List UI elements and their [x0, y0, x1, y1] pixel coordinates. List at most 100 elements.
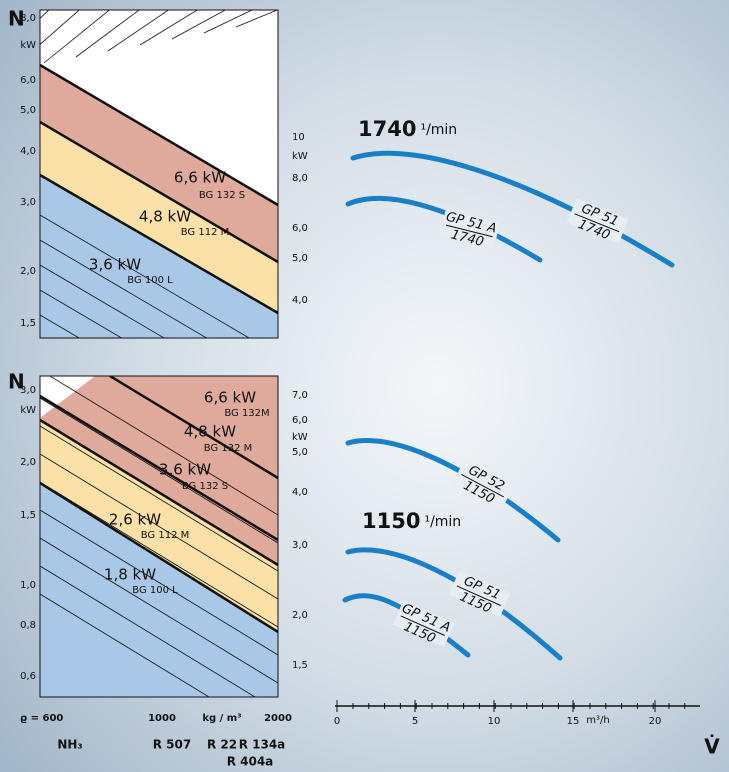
refrigerant: R 134a	[239, 738, 286, 752]
y2-tick-label: 4,0	[292, 295, 308, 306]
x-tick-label: 5	[412, 716, 418, 727]
y-tick-label: 8,0	[20, 13, 36, 24]
x-tick-label: 1000	[148, 713, 176, 724]
band-motor: BG 132 M	[204, 443, 253, 454]
curve-rule	[574, 213, 620, 233]
y2-tick-label: 7,0	[292, 390, 308, 401]
band-motor: BG 112 M	[181, 227, 230, 238]
band-power: 6,6 kW	[174, 169, 226, 187]
axis-label: N	[8, 370, 25, 394]
hatch	[43, 10, 110, 64]
y-tick-label: 1,5	[20, 318, 36, 329]
refrigerant: R 404a	[227, 755, 274, 769]
band-motor: BG 132 S	[182, 481, 228, 492]
y2-tick-label: 5,0	[292, 253, 308, 264]
refrigerant: R 507	[153, 738, 191, 752]
x-tick-label: 2000	[264, 713, 292, 724]
x-unit: m³/h	[586, 715, 609, 726]
label-bg	[452, 459, 515, 509]
axis-label: N	[8, 7, 25, 31]
y2-tick-label: 2,0	[292, 610, 308, 621]
guide	[40, 481, 278, 628]
refrigerant: NH₃	[57, 738, 82, 752]
band-power: 3,6 kW	[89, 256, 141, 274]
x-tick-label: 10	[488, 716, 501, 727]
curve-rule	[445, 224, 493, 238]
y-tick-label: 2,0	[20, 266, 36, 277]
band-power: 2,6 kW	[109, 511, 161, 529]
guide	[49, 376, 278, 516]
band-motor: BG 100 L	[132, 585, 178, 596]
guide	[40, 289, 123, 338]
y-tick-label: 0,6	[20, 671, 36, 682]
x-tick-label: 0	[334, 716, 340, 727]
hatch	[171, 10, 227, 40]
y2-tick-label: 1,5	[292, 660, 308, 671]
y2-tick-label: kW	[292, 151, 308, 162]
y-tick-label: 6,0	[20, 75, 36, 86]
y-tick-label: kW	[20, 405, 36, 416]
x-tick-label: kg / m³	[202, 713, 241, 724]
band-motor: BG 100 L	[127, 275, 173, 286]
speed-unit: ¹/min	[420, 122, 457, 138]
refrigerant: R 22	[207, 738, 237, 752]
y2-tick-label: 6,0	[292, 223, 308, 234]
x-tick-label: 20	[649, 716, 662, 727]
y2-tick-label: kW	[292, 432, 308, 443]
guide	[40, 509, 278, 656]
guide	[40, 593, 210, 697]
label-bg	[439, 209, 501, 249]
curve-rule	[461, 473, 505, 498]
y-tick-label: 3,0	[20, 197, 36, 208]
band-motor: BG 132M	[224, 408, 269, 419]
band-motor: BG 132 S	[199, 190, 245, 201]
y2-tick-label: 8,0	[292, 173, 308, 184]
hatch	[235, 10, 278, 28]
x-axis-label: V̇	[704, 735, 720, 759]
label-bg	[392, 600, 455, 648]
y2-tick-label: 5,0	[292, 447, 308, 458]
guide	[40, 537, 278, 684]
guide	[40, 239, 208, 338]
y-tick-label: kW	[20, 40, 36, 51]
band-power: 4,8 kW	[184, 423, 236, 441]
y2-tick-label: 4,0	[292, 487, 308, 498]
y-tick-label: 1,5	[20, 510, 36, 521]
y2-tick-label: 3,0	[292, 540, 308, 551]
speed: 1740	[358, 117, 416, 141]
band-power: 6,6 kW	[204, 389, 256, 407]
hatch	[203, 10, 254, 34]
label-bg	[566, 198, 629, 244]
speed-unit: ¹/min	[424, 514, 461, 530]
hatch	[107, 10, 170, 52]
guide	[40, 264, 165, 338]
hatch	[40, 10, 80, 45]
y-tick-label: 3,0	[20, 385, 36, 396]
label-bg	[448, 570, 511, 618]
band-power: 4,8 kW	[139, 208, 191, 226]
guide	[40, 397, 278, 544]
speed-label: 1150 ¹/min	[362, 509, 461, 533]
panel-bottom	[39, 375, 279, 698]
curve-rule	[456, 585, 501, 606]
x-tick-label: ϱ = 600	[20, 713, 63, 724]
y2-tick-label: 6,0	[292, 415, 308, 426]
y-tick-label: 4,0	[20, 146, 36, 157]
guide	[40, 214, 250, 338]
speed-label: 1740 ¹/min	[358, 117, 457, 141]
panel-top	[39, 9, 279, 339]
x-tick-label: 15	[567, 716, 580, 727]
hatch	[139, 10, 199, 46]
hatch	[75, 10, 140, 58]
band-power: 3,6 kW	[159, 461, 211, 479]
y-tick-label: 1,0	[20, 580, 36, 591]
guide	[40, 425, 278, 572]
guide	[40, 565, 256, 697]
band-motor: BG 112 M	[141, 530, 190, 541]
band-power: 1,8 kW	[104, 566, 156, 584]
y-tick-label: 5,0	[20, 105, 36, 116]
curve-rule	[400, 615, 445, 636]
speed: 1150	[362, 509, 420, 533]
y-tick-label: 2,0	[20, 457, 36, 468]
